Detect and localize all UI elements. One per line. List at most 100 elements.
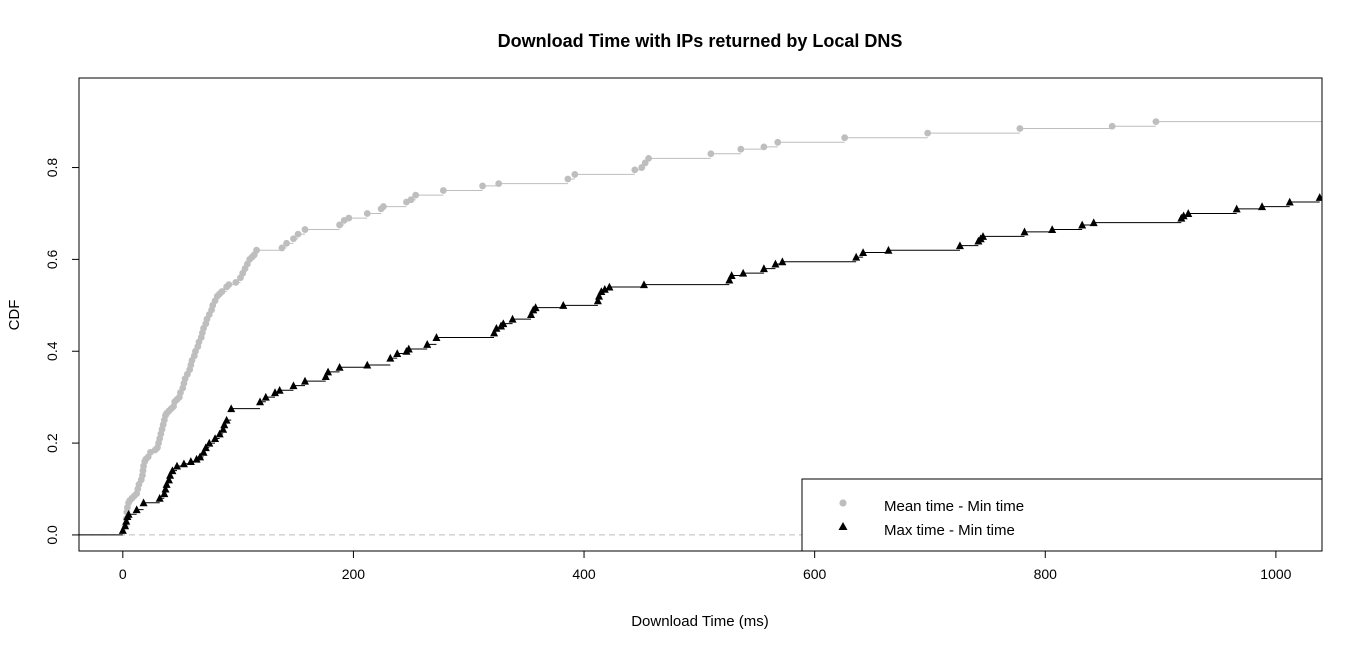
- data-point: [161, 484, 170, 493]
- data-point: [571, 171, 579, 178]
- data-point: [439, 187, 447, 194]
- data-point: [118, 526, 127, 534]
- data-point: [336, 221, 343, 229]
- plot-border: [78, 77, 1323, 552]
- data-point: [363, 360, 372, 369]
- data-point: [1315, 193, 1322, 201]
- y-tick-label: 0.8: [44, 158, 60, 178]
- data-point: [859, 248, 868, 257]
- data-point: [495, 180, 503, 188]
- data-point: [597, 287, 606, 296]
- data-point: [393, 349, 402, 358]
- data-point: [1232, 204, 1241, 213]
- legend-label-mean: Mean time - Min time: [884, 498, 1024, 515]
- data-point: [173, 461, 182, 470]
- data-point: [211, 434, 220, 442]
- data-point: [222, 415, 231, 424]
- data-point: [192, 454, 201, 463]
- x-tick-label: 0: [119, 566, 127, 582]
- data-point: [166, 470, 175, 479]
- data-point: [186, 457, 195, 465]
- x-tick-label: 600: [803, 566, 827, 582]
- data-point: [1089, 218, 1098, 227]
- data-point: [1152, 118, 1160, 126]
- data-point: [564, 175, 572, 183]
- legend-label-max: Max time - Min time: [884, 522, 1015, 539]
- data-point: [1179, 211, 1188, 220]
- legend-box: [801, 478, 1323, 552]
- data-point: [759, 264, 768, 273]
- data-point: [168, 466, 177, 475]
- data-point: [253, 246, 260, 254]
- data-point: [595, 291, 604, 300]
- y-tick-label: 0.6: [44, 249, 60, 269]
- data-point: [261, 392, 270, 401]
- data-point: [301, 376, 309, 385]
- x-tick-label: 200: [342, 566, 366, 582]
- data-point: [499, 319, 508, 328]
- data-point: [232, 278, 240, 286]
- data-point: [884, 245, 893, 254]
- data-point: [363, 210, 371, 217]
- data-point: [162, 480, 171, 488]
- data-point: [160, 489, 169, 498]
- data-point: [121, 521, 130, 530]
- data-point: [727, 271, 736, 279]
- legend-marker-max: [838, 522, 848, 530]
- data-point: [321, 372, 330, 380]
- data-point: [1108, 122, 1116, 130]
- data-point: [1285, 197, 1294, 206]
- data-point: [707, 150, 715, 158]
- y-tick-label: 0.4: [44, 341, 60, 361]
- data-point: [527, 310, 535, 318]
- data-point: [380, 203, 387, 210]
- data-point: [508, 314, 517, 323]
- data-point: [559, 301, 568, 309]
- data-point: [771, 259, 780, 268]
- data-point: [600, 284, 609, 293]
- data-point: [640, 280, 648, 289]
- data-point: [593, 296, 602, 305]
- data-point: [531, 303, 540, 312]
- data-point: [132, 505, 141, 514]
- data-point: [294, 230, 302, 238]
- data-point: [218, 288, 226, 295]
- series-max-minus-min: [79, 193, 1322, 536]
- axes: 0 200 400 600 800 1000 0.0 0.2 0.4 0.6 0.8: [44, 158, 1292, 582]
- data-point: [345, 214, 353, 222]
- data-point: [219, 425, 228, 433]
- data-point: [227, 404, 236, 413]
- data-point: [386, 353, 395, 362]
- data-point: [645, 154, 653, 162]
- x-tick-label: 1000: [1260, 566, 1291, 582]
- data-point: [479, 182, 486, 190]
- data-point: [278, 244, 286, 252]
- data-point: [407, 196, 415, 204]
- data-point: [725, 275, 734, 284]
- data-point: [774, 138, 782, 146]
- data-point: [139, 498, 148, 507]
- data-point: [335, 363, 344, 371]
- data-point: [1078, 220, 1087, 229]
- plot-area: [79, 118, 1322, 536]
- data-point: [760, 143, 768, 151]
- x-axis-label: Download Time (ms): [631, 613, 769, 630]
- data-point: [492, 323, 501, 332]
- data-point: [225, 281, 233, 289]
- data-point: [124, 509, 133, 518]
- data-point: [275, 385, 284, 394]
- data-point: [1184, 209, 1193, 217]
- data-point: [841, 134, 849, 142]
- data-point: [1020, 227, 1029, 236]
- data-point: [737, 145, 745, 153]
- data-point: [164, 475, 173, 484]
- chart-title: Download Time with IPs returned by Local…: [498, 31, 903, 51]
- data-point: [955, 241, 964, 250]
- data-point: [324, 367, 333, 376]
- legend-marker-mean: [839, 499, 847, 507]
- data-point: [404, 344, 413, 353]
- data-point: [739, 268, 748, 277]
- data-point: [423, 340, 432, 348]
- data-point: [631, 166, 639, 174]
- y-tick-label: 0.2: [44, 433, 60, 453]
